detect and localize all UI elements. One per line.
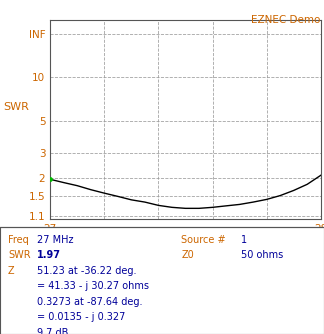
Text: = 0.0135 - j 0.327: = 0.0135 - j 0.327 (37, 312, 126, 322)
Text: Z0: Z0 (181, 250, 194, 260)
X-axis label: Freq  MHz: Freq MHz (158, 235, 213, 245)
Text: 51.23 at -36.22 deg.: 51.23 at -36.22 deg. (37, 266, 137, 276)
Text: 27 MHz: 27 MHz (37, 234, 74, 244)
Text: SWR: SWR (3, 102, 29, 112)
Text: 50 ohms: 50 ohms (241, 250, 284, 260)
Text: 0.3273 at -87.64 deg.: 0.3273 at -87.64 deg. (37, 297, 143, 307)
Text: 9.7 dB: 9.7 dB (37, 328, 69, 334)
Text: Z: Z (8, 266, 15, 276)
Text: EZNEC Demo: EZNEC Demo (251, 15, 321, 25)
Text: = 41.33 - j 30.27 ohms: = 41.33 - j 30.27 ohms (37, 281, 149, 291)
Text: 1.97: 1.97 (37, 250, 61, 260)
Text: SWR: SWR (8, 250, 31, 260)
Text: Freq: Freq (8, 234, 29, 244)
Text: 1: 1 (241, 234, 248, 244)
Text: Source #: Source # (181, 234, 226, 244)
